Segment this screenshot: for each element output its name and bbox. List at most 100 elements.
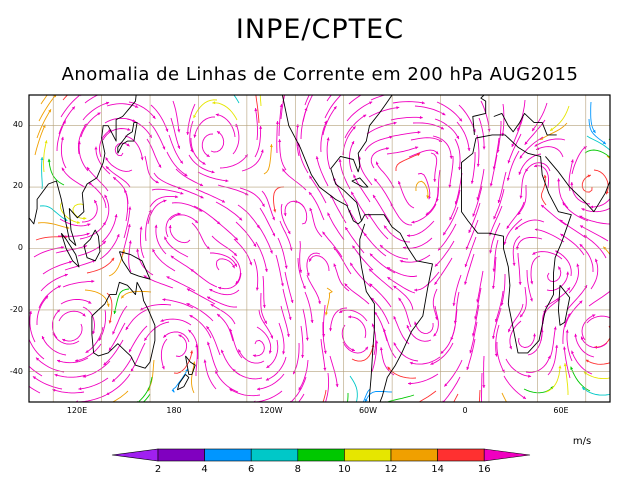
streamline bbox=[105, 157, 133, 172]
streamline bbox=[173, 350, 193, 374]
streamline bbox=[280, 95, 286, 120]
streamline-arrow bbox=[188, 329, 192, 333]
streamline bbox=[29, 385, 41, 394]
streamline bbox=[277, 237, 288, 269]
streamline-arrow bbox=[94, 146, 98, 150]
streamline bbox=[507, 150, 520, 181]
coastline bbox=[461, 134, 572, 354]
streamline-arrow bbox=[470, 180, 474, 184]
streamline bbox=[140, 226, 145, 259]
streamline bbox=[398, 297, 412, 328]
streamline bbox=[466, 338, 476, 371]
streamline-arrow bbox=[512, 262, 516, 266]
streamline bbox=[465, 219, 479, 250]
streamline bbox=[275, 254, 284, 287]
streamline bbox=[160, 318, 192, 326]
streamline bbox=[333, 246, 352, 275]
streamline bbox=[478, 389, 481, 402]
streamline-arrow bbox=[459, 118, 462, 122]
streamline-arrow bbox=[522, 396, 526, 399]
streamline-arrow bbox=[402, 246, 406, 250]
streamline bbox=[34, 124, 46, 156]
streamline-arrow bbox=[369, 283, 373, 287]
streamline bbox=[85, 326, 104, 354]
streamline bbox=[204, 359, 217, 390]
streamline bbox=[308, 191, 325, 221]
streamline bbox=[560, 233, 585, 256]
streamline-arrow bbox=[507, 160, 511, 164]
streamline-arrow bbox=[482, 385, 486, 388]
streamline bbox=[114, 142, 130, 157]
streamline bbox=[149, 195, 179, 208]
colorbar: 2 4 6 8 10 12 14 16 m/s bbox=[111, 436, 591, 475]
streamline bbox=[434, 240, 455, 267]
streamline bbox=[347, 393, 349, 402]
streamline bbox=[191, 222, 211, 250]
streamline-arrow bbox=[449, 216, 453, 221]
streamline-arrow bbox=[407, 234, 410, 238]
colorbar-segment bbox=[297, 448, 345, 462]
streamline-arrow bbox=[622, 132, 625, 135]
streamline bbox=[518, 333, 536, 348]
streamline bbox=[80, 112, 101, 138]
streamline bbox=[84, 289, 110, 307]
streamline bbox=[255, 95, 260, 124]
streamline bbox=[590, 101, 596, 134]
streamline-arrow bbox=[558, 266, 562, 270]
streamline-arrow bbox=[266, 365, 270, 368]
streamline bbox=[586, 315, 610, 324]
streamline bbox=[144, 321, 170, 342]
streamline-arrow bbox=[324, 312, 328, 316]
streamline-arrow bbox=[363, 114, 367, 118]
streamline-arrow bbox=[162, 146, 166, 150]
streamline bbox=[232, 368, 263, 380]
streamline-arrow bbox=[309, 258, 312, 262]
streamline-arrow bbox=[289, 247, 293, 251]
streamline-arrow bbox=[352, 245, 356, 249]
streamline bbox=[128, 240, 132, 273]
streamline bbox=[195, 188, 226, 203]
lat-tick-label: 20 bbox=[13, 181, 23, 190]
streamline-arrow bbox=[232, 265, 235, 269]
streamline-arrow bbox=[477, 419, 480, 422]
streamline-arrow bbox=[269, 250, 273, 254]
streamline bbox=[493, 137, 500, 170]
streamline bbox=[442, 206, 459, 236]
streamline bbox=[545, 365, 561, 393]
streamline-arrow bbox=[480, 402, 483, 405]
streamline bbox=[293, 200, 308, 225]
streamline bbox=[239, 187, 265, 208]
streamline bbox=[304, 95, 310, 106]
streamline-arrow bbox=[163, 334, 167, 338]
streamline bbox=[352, 245, 374, 271]
streamline bbox=[507, 303, 524, 333]
streamline-arrow bbox=[114, 214, 118, 218]
streamline-arrow bbox=[254, 91, 257, 94]
streamline bbox=[393, 342, 419, 362]
streamline-arrow bbox=[282, 414, 285, 417]
streamline bbox=[535, 146, 564, 158]
streamline-arrow bbox=[106, 392, 110, 395]
streamline bbox=[37, 222, 70, 229]
streamline bbox=[495, 324, 500, 357]
streamline bbox=[123, 206, 131, 239]
streamline bbox=[583, 234, 607, 259]
streamline bbox=[369, 283, 392, 308]
streamline bbox=[233, 95, 240, 104]
streamline-arrow bbox=[190, 269, 194, 272]
streamline-arrow bbox=[302, 285, 306, 289]
streamline bbox=[101, 214, 117, 243]
streamline-arrow bbox=[536, 147, 540, 150]
streamline-arrow bbox=[57, 309, 61, 313]
streamline bbox=[430, 342, 454, 365]
streamline bbox=[471, 151, 476, 184]
streamline bbox=[608, 138, 610, 141]
streamline-arrow bbox=[530, 298, 533, 302]
streamline-arrow bbox=[57, 359, 61, 363]
colorbar-label: 16 bbox=[478, 464, 491, 475]
streamline-arrow bbox=[98, 337, 102, 341]
streamline-arrow bbox=[547, 355, 551, 359]
streamline bbox=[52, 332, 80, 345]
streamline-arrow bbox=[283, 213, 287, 217]
streamline bbox=[166, 151, 188, 177]
